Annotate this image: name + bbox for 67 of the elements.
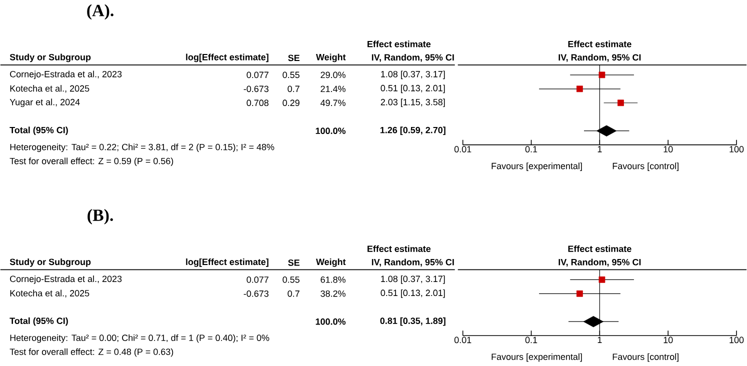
text: (A). <box>87 4 114 20</box>
text: 29.0% <box>320 72 346 78</box>
category-label: SE <box>288 54 300 62</box>
x-tick-label: 0.01 <box>454 146 472 153</box>
text: 0.077 <box>246 72 268 78</box>
chart-title: Effect estimate <box>568 40 632 48</box>
category-label: Kotecha et al., 2025 <box>10 290 90 298</box>
text: -0.673 <box>244 290 268 298</box>
text: 0.708 <box>246 100 268 106</box>
x-tick-label: 10 <box>664 146 673 153</box>
text: 0.55 <box>282 72 300 78</box>
x-tick-label: 0.1 <box>525 337 538 344</box>
text: Test for overall effect: Z = 0.59 (P = 0.56) <box>10 158 174 166</box>
category-label: Total (95% CI) <box>10 318 68 326</box>
text: 1.08 [0.37, 3.17] <box>381 70 445 80</box>
text: 0.7 <box>288 290 300 298</box>
category-label: Total (95% CI) <box>10 126 68 136</box>
text: 1.26 [0.59, 2.70] <box>380 126 446 136</box>
text: Effect estimate <box>368 246 431 252</box>
text: Heterogeneity: Tau² = 0.22; Chi² = 3.81, df = 2 (P = 0.15); I² = 48% <box>10 144 274 152</box>
text: 0.81 [0.35, 1.89] <box>380 318 446 326</box>
text: 61.8% <box>320 276 346 284</box>
text: 100.0% <box>316 318 346 326</box>
category-label: log[Effect estimate] <box>186 54 268 62</box>
text: 21.4% <box>320 86 346 92</box>
category-label: Kotecha et al., 2025 <box>10 85 90 93</box>
chart-subtitle: IV, Random, 95% CI <box>558 258 641 267</box>
category-label: Study or Subgroup <box>10 54 91 62</box>
x-tick-label: 100 <box>730 146 744 153</box>
text: Effect estimate <box>368 40 431 48</box>
text: 0.077 <box>246 276 268 284</box>
text: (B). <box>88 209 113 225</box>
text: 1.08 [0.37, 3.17] <box>381 276 445 284</box>
category-label: IV, Random, 95% CI <box>372 54 454 62</box>
text: 2.03 [1.15, 3.58] <box>380 98 445 108</box>
category-label: Weight <box>316 54 346 62</box>
text: Favours [experimental] <box>492 162 582 172</box>
category-label: log[Effect estimate] <box>186 258 268 268</box>
category-label: IV, Random, 95% CI <box>372 258 454 267</box>
category-label: Cornejo-Estrada et al., 2023 <box>10 276 122 284</box>
text: 38.2% <box>320 290 346 298</box>
category-label: SE <box>288 260 300 266</box>
text: 0.55 <box>282 276 300 284</box>
text: Favours [control] <box>612 162 678 172</box>
text: 49.7% <box>320 100 346 106</box>
text: Favours [experimental] <box>492 354 582 362</box>
text: 0.7 <box>288 86 300 92</box>
text: Favours [control] <box>612 354 678 362</box>
x-tick-label: 1 <box>598 146 602 152</box>
text: 0.51 [0.13, 2.01] <box>380 290 445 298</box>
chart-subtitle: IV, Random, 95% CI <box>558 54 641 62</box>
text: -0.673 <box>244 86 268 92</box>
text: 0.51 [0.13, 2.01] <box>380 84 445 94</box>
x-tick-label: 0.01 <box>454 337 472 344</box>
category-label: Weight <box>316 258 346 268</box>
text: 100.0% <box>316 128 346 134</box>
category-label: Study or Subgroup <box>10 258 91 268</box>
text: Test for overall effect: Z = 0.48 (P = 0.63) <box>10 348 174 357</box>
text: 0.29 <box>282 100 300 106</box>
x-tick-label: 100 <box>730 337 744 344</box>
x-tick-label: 0.1 <box>525 146 538 153</box>
category-label: Yugar et al., 2024 <box>10 98 80 108</box>
category-label: Cornejo-Estrada et al., 2023 <box>10 70 122 80</box>
text: Heterogeneity: Tau² = 0.00; Chi² = 0.71, df = 1 (P = 0.40); I² = 0% <box>10 334 270 343</box>
chart-title: Effect estimate <box>568 246 632 252</box>
x-tick-label: 10 <box>664 337 673 344</box>
x-tick-label: 1 <box>598 337 602 344</box>
